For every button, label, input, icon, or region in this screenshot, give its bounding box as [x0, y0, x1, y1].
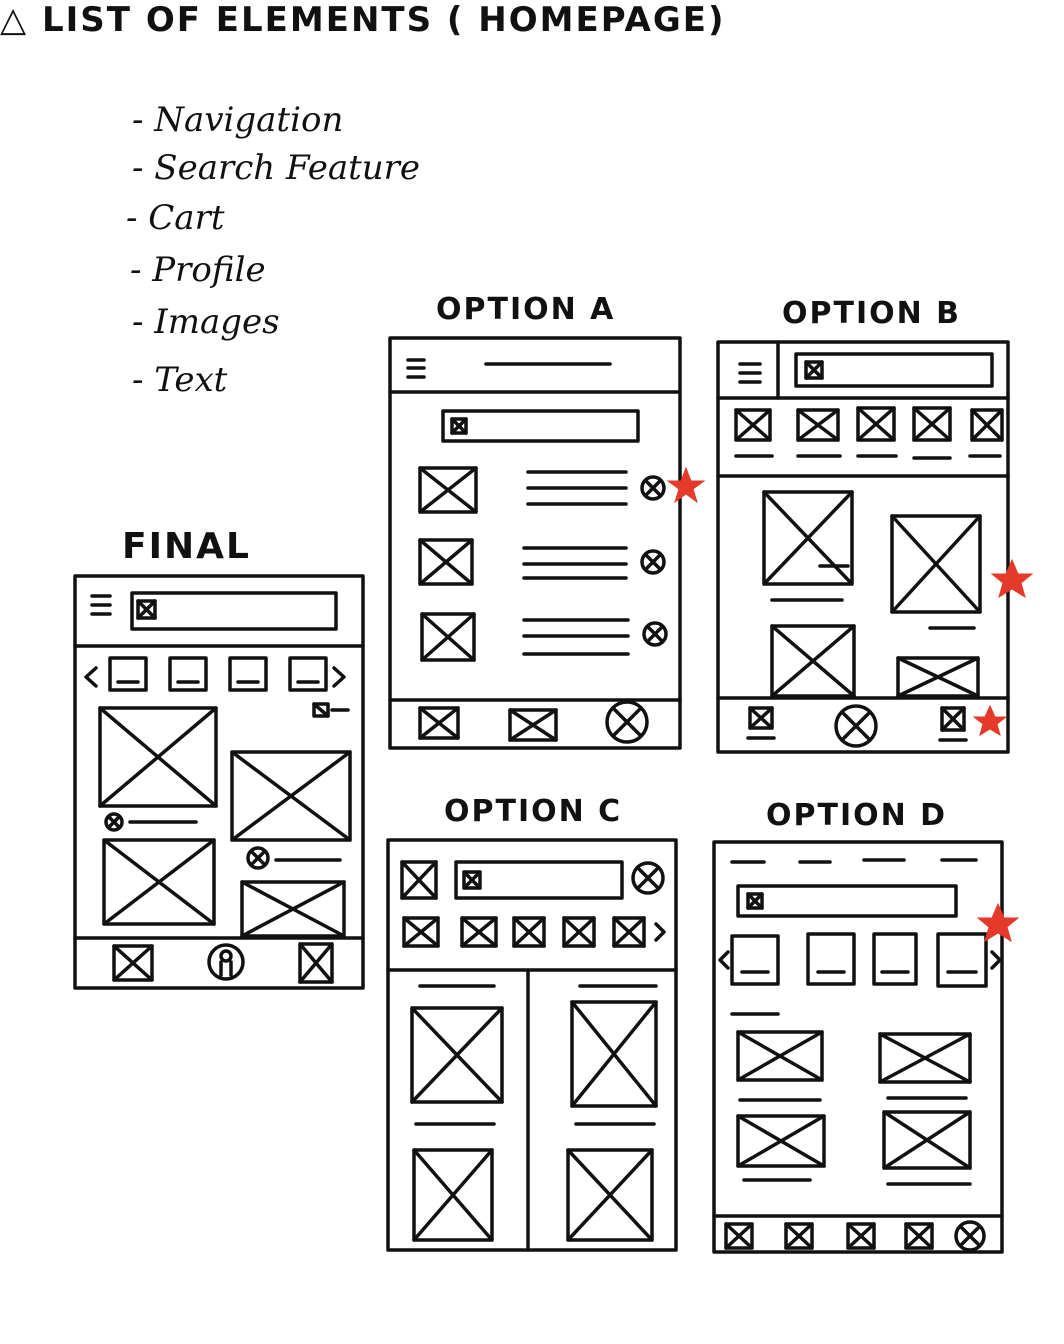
wireframe-option-d	[712, 840, 1020, 1254]
cart-icon	[112, 944, 154, 982]
element-text: - Text	[132, 360, 228, 400]
filter-icon	[312, 702, 350, 718]
profile-icon	[954, 1220, 986, 1252]
home-icon	[746, 706, 776, 740]
image-placeholder	[102, 838, 216, 926]
image-placeholder	[418, 466, 478, 514]
search-bar	[130, 591, 338, 631]
category-icons	[402, 916, 666, 948]
hamburger-icon	[90, 594, 112, 616]
menu-icon	[400, 860, 438, 900]
star-mark	[990, 558, 1034, 599]
image-placeholder	[896, 656, 980, 698]
image-placeholder	[770, 624, 856, 698]
image-placeholder	[420, 612, 476, 662]
image-placeholder	[240, 880, 346, 938]
image-placeholder	[418, 538, 474, 586]
element-profile: - Profile	[130, 250, 266, 290]
profile-icon	[207, 943, 245, 981]
image-placeholder	[412, 1148, 494, 1242]
label-option-b: OPTION B	[782, 296, 962, 331]
element-cart: - Cart	[126, 198, 225, 238]
add-icon	[642, 621, 668, 647]
label-final: FINAL	[122, 526, 251, 567]
star-mark	[976, 902, 1020, 943]
page-heading: △ LIST OF ELEMENTS ( HOMEPAGE)	[0, 0, 726, 40]
cart-icon	[938, 706, 968, 742]
category-icons	[734, 406, 1004, 460]
element-search-feature: - Search Feature	[132, 148, 421, 188]
image-placeholder	[98, 706, 218, 808]
add-icon	[640, 475, 666, 501]
search-bar	[736, 884, 958, 918]
wireframe-option-b	[716, 340, 1034, 754]
image-placeholder	[230, 750, 352, 842]
image-placeholder	[878, 1032, 972, 1084]
image-placeholder	[890, 514, 982, 614]
search-bar	[794, 352, 994, 388]
profile-icon	[104, 812, 124, 832]
image-placeholder	[762, 490, 854, 586]
wireframe-option-c	[386, 838, 678, 1252]
wireframe-option-a	[388, 336, 706, 750]
element-navigation: - Navigation	[132, 100, 344, 140]
category-carousel	[84, 656, 346, 692]
profile-icon	[246, 846, 270, 870]
search-icon	[462, 870, 482, 890]
home-icon	[418, 706, 460, 740]
cart-icon	[508, 708, 558, 742]
label-option-d: OPTION D	[766, 798, 948, 833]
hamburger-icon	[406, 358, 426, 379]
profile-icon	[834, 704, 878, 748]
category-carousel	[718, 932, 1002, 988]
add-icon	[640, 549, 666, 575]
search-bar	[454, 860, 624, 900]
image-placeholder	[882, 1110, 972, 1170]
image-placeholder	[736, 1114, 826, 1168]
image-placeholder	[736, 1030, 824, 1082]
image-placeholder	[410, 1006, 504, 1104]
nav-links	[730, 858, 978, 864]
label-option-a: OPTION A	[436, 292, 616, 327]
element-images: - Images	[132, 302, 280, 342]
search-icon	[804, 360, 824, 380]
profile-icon	[605, 700, 649, 744]
search-icon	[450, 417, 468, 435]
bottom-nav-icons	[724, 1222, 934, 1250]
image-placeholder	[570, 1000, 658, 1108]
star-mark	[972, 704, 1008, 737]
search-icon	[136, 599, 157, 620]
label-option-c: OPTION C	[444, 794, 623, 829]
wireframe-final	[73, 574, 365, 990]
hamburger-icon	[738, 362, 762, 384]
menu-icon	[298, 942, 334, 984]
image-placeholder	[566, 1148, 654, 1242]
profile-icon	[631, 861, 665, 895]
search-bar	[441, 409, 640, 443]
search-icon	[746, 892, 764, 910]
star-mark	[666, 466, 706, 504]
